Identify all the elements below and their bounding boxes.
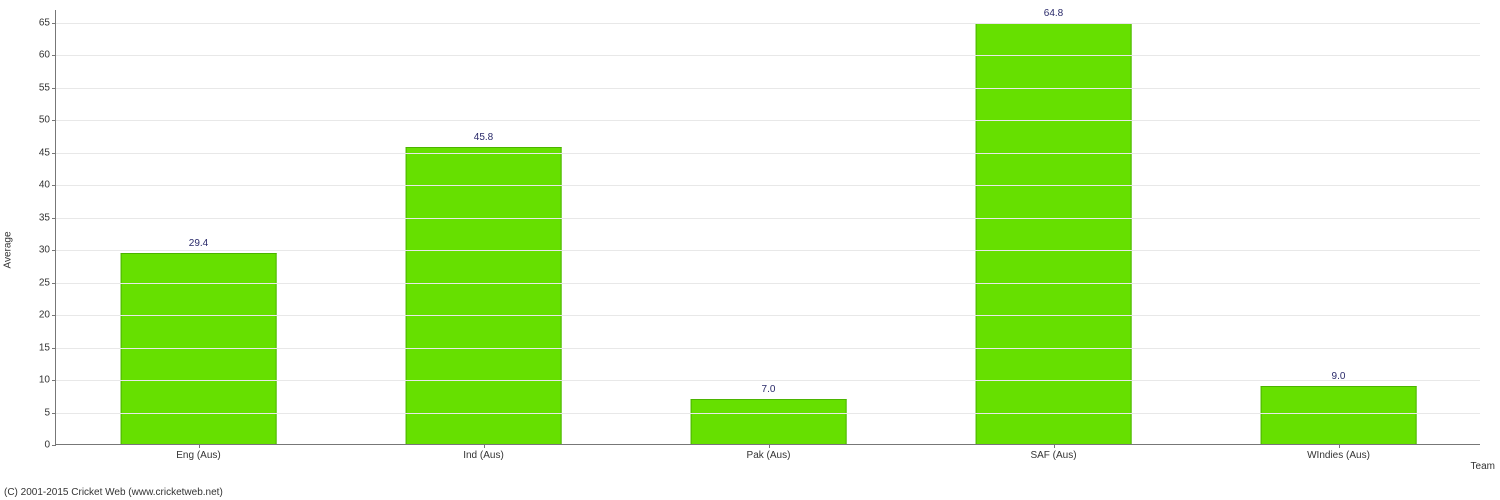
ytick-label: 35 bbox=[10, 212, 50, 223]
bars-container: 29.445.87.064.89.0 bbox=[56, 10, 1480, 444]
ytick-mark bbox=[52, 185, 56, 186]
ytick-label: 15 bbox=[10, 342, 50, 353]
xtick-mark bbox=[199, 444, 200, 448]
gridline bbox=[56, 250, 1480, 251]
xtick-label: Pak (Aus) bbox=[747, 450, 791, 461]
xtick-mark bbox=[1054, 444, 1055, 448]
gridline bbox=[56, 23, 1480, 24]
ytick-mark bbox=[52, 88, 56, 89]
bar-value-label: 29.4 bbox=[189, 238, 208, 249]
gridline bbox=[56, 153, 1480, 154]
bar bbox=[1260, 386, 1417, 444]
ytick-mark bbox=[52, 315, 56, 316]
gridline bbox=[56, 380, 1480, 381]
xtick-label: Ind (Aus) bbox=[463, 450, 504, 461]
ytick-mark bbox=[52, 55, 56, 56]
gridline bbox=[56, 185, 1480, 186]
ytick-mark bbox=[52, 348, 56, 349]
ytick-mark bbox=[52, 218, 56, 219]
ytick-mark bbox=[52, 283, 56, 284]
gridline bbox=[56, 88, 1480, 89]
bar-value-label: 45.8 bbox=[474, 132, 493, 143]
ytick-mark bbox=[52, 250, 56, 251]
ytick-label: 45 bbox=[10, 147, 50, 158]
xtick-mark bbox=[1339, 444, 1340, 448]
ytick-label: 60 bbox=[10, 50, 50, 61]
ytick-label: 65 bbox=[10, 17, 50, 28]
x-axis-label: Team bbox=[1471, 461, 1495, 472]
ytick-mark bbox=[52, 413, 56, 414]
xtick-mark bbox=[769, 444, 770, 448]
ytick-label: 55 bbox=[10, 82, 50, 93]
ytick-label: 0 bbox=[10, 440, 50, 451]
ytick-label: 50 bbox=[10, 115, 50, 126]
ytick-label: 5 bbox=[10, 407, 50, 418]
gridline bbox=[56, 120, 1480, 121]
bar-value-label: 7.0 bbox=[762, 384, 776, 395]
gridline bbox=[56, 315, 1480, 316]
ytick-mark bbox=[52, 380, 56, 381]
xtick-label: SAF (Aus) bbox=[1030, 450, 1076, 461]
ytick-mark bbox=[52, 23, 56, 24]
ytick-mark bbox=[52, 445, 56, 446]
bar-value-label: 64.8 bbox=[1044, 8, 1063, 19]
xtick-mark bbox=[484, 444, 485, 448]
ytick-mark bbox=[52, 120, 56, 121]
ytick-label: 25 bbox=[10, 277, 50, 288]
bar bbox=[690, 399, 847, 444]
gridline bbox=[56, 413, 1480, 414]
ytick-label: 40 bbox=[10, 180, 50, 191]
credit-text: (C) 2001-2015 Cricket Web (www.cricketwe… bbox=[4, 487, 223, 498]
xtick-label: Eng (Aus) bbox=[176, 450, 220, 461]
bar bbox=[405, 147, 562, 444]
xtick-label: WIndies (Aus) bbox=[1307, 450, 1370, 461]
gridline bbox=[56, 218, 1480, 219]
gridline bbox=[56, 348, 1480, 349]
gridline bbox=[56, 55, 1480, 56]
ytick-label: 20 bbox=[10, 310, 50, 321]
gridline bbox=[56, 283, 1480, 284]
ytick-mark bbox=[52, 153, 56, 154]
bar-chart: 29.445.87.064.89.0 Eng (Aus)Ind (Aus)Pak… bbox=[0, 0, 1500, 500]
plot-area: 29.445.87.064.89.0 Eng (Aus)Ind (Aus)Pak… bbox=[55, 10, 1480, 445]
ytick-label: 10 bbox=[10, 375, 50, 386]
ytick-label: 30 bbox=[10, 245, 50, 256]
